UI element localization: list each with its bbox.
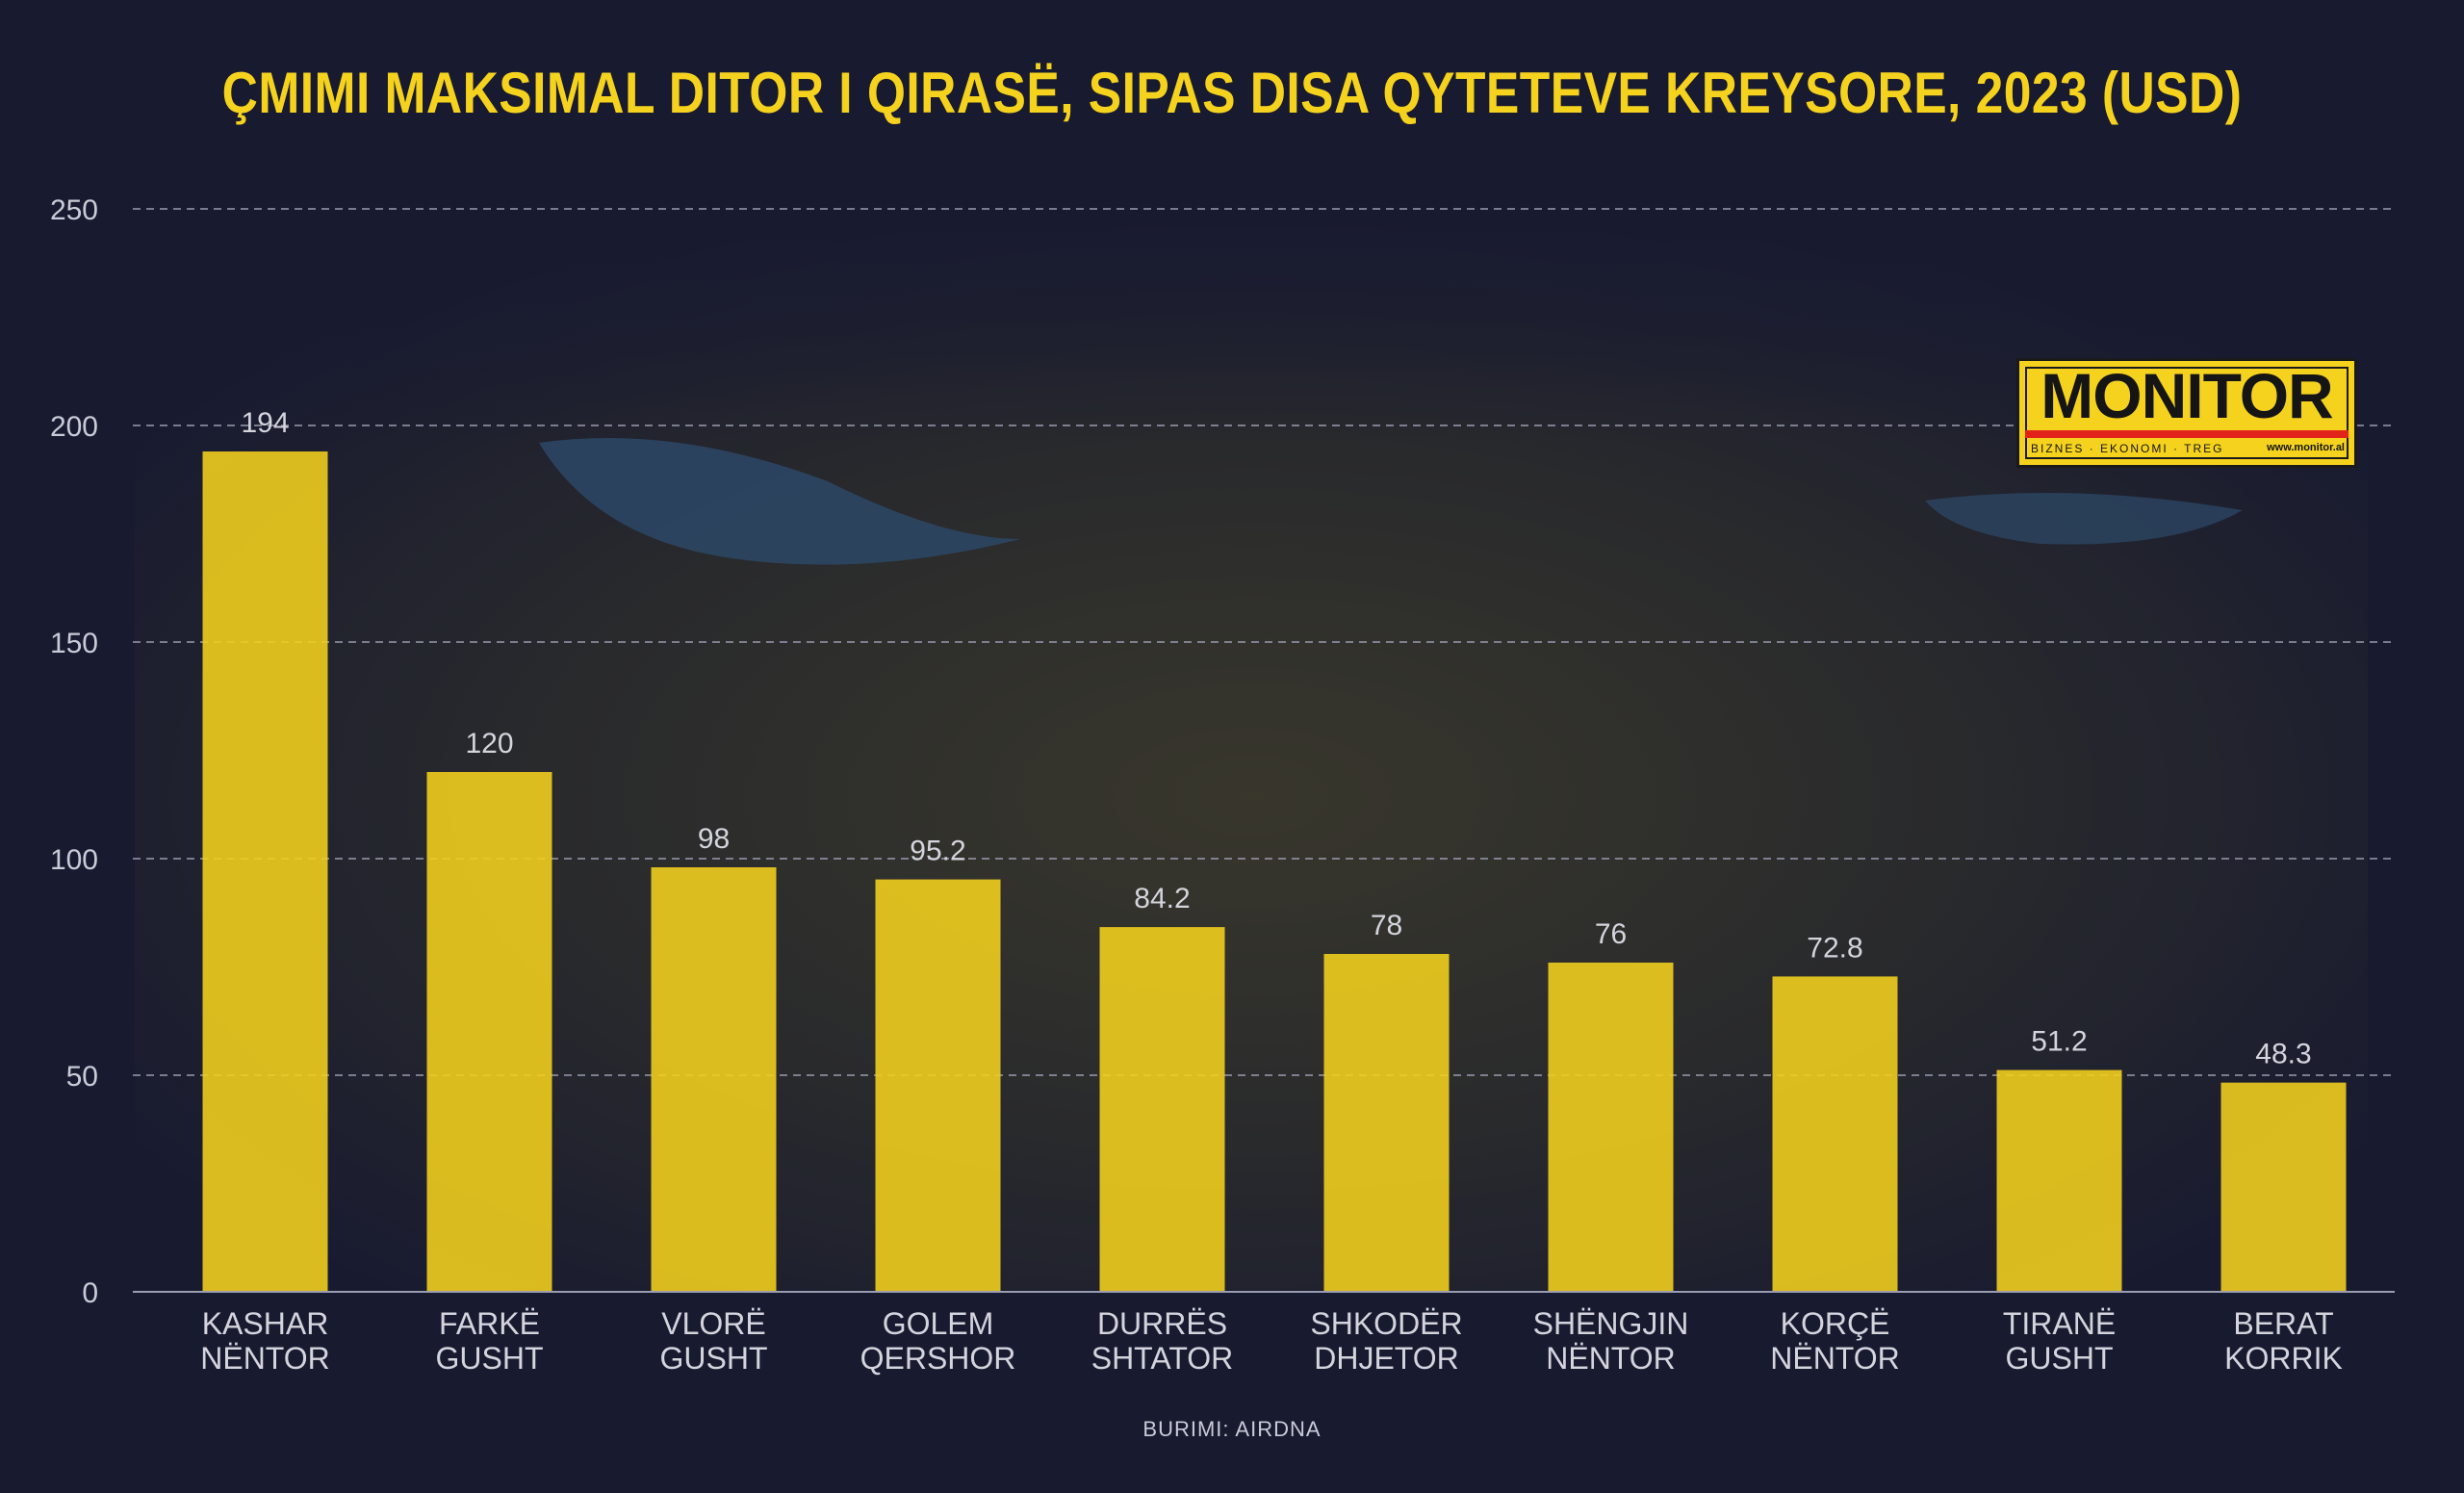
x-tick-label: DHJETOR [1314,1341,1459,1376]
value-label: 72.8 [1807,932,1862,964]
bar-korçë [1772,976,1898,1292]
bar-shëngjin [1548,963,1674,1292]
logo-url: www.monitor.al [2267,442,2345,453]
bar-berat [2220,1082,2347,1292]
x-tick-label: GOLEM [883,1306,994,1341]
value-label: 48.3 [2255,1039,2311,1070]
x-tick-label: VLORË [661,1306,765,1341]
x-tick-label: FARKË [439,1306,540,1341]
value-label: 76 [1595,918,1627,950]
x-tick-label: QERSHOR [860,1341,1016,1376]
y-tick-label: 150 [50,628,98,659]
value-label: 120 [465,728,513,759]
x-tick-label: KASHAR [202,1306,329,1341]
y-axis-ticks: 0 50 100 150 200 250 [50,194,98,1309]
x-tick-label: SHTATOR [1091,1341,1234,1376]
value-label: 84.2 [1134,883,1190,914]
x-tick-label: SHKODËR [1310,1306,1462,1341]
bar-tiranë [1996,1069,2122,1292]
y-tick-label: 200 [50,411,98,443]
bars [202,451,2347,1292]
x-tick-label: KORÇË [1781,1306,1890,1341]
source-note: BURIMI: AIRDNA [1142,1417,1322,1441]
y-tick-label: 50 [66,1061,98,1093]
x-tick-label: TIRANË [2003,1306,2116,1341]
bar-farkë [426,772,552,1292]
value-label: 78 [1371,910,1402,941]
x-tick-label: DURRËS [1097,1306,1227,1341]
x-tick-label: KORRIK [2224,1341,2343,1376]
x-tick-label: SHËNGJIN [1533,1306,1689,1341]
value-label: 194 [241,407,289,439]
logo-tagline: BIZNES · EKONOMI · TREG [2031,442,2224,455]
chart-title: ÇMIMI MAKSIMAL DITOR I QIRASË, SIPAS DIS… [221,61,2243,125]
x-tick-label: GUSHT [2006,1341,2114,1376]
y-tick-label: 250 [50,194,98,226]
x-tick-label: NËNTOR [1770,1341,1900,1376]
x-tick-label: BERAT [2233,1306,2333,1341]
bar-shkodër [1323,954,1450,1292]
value-labels: 194 120 98 95.2 84.2 78 76 72.8 51.2 48.3 [241,407,2311,1070]
y-tick-label: 0 [82,1277,98,1309]
x-tick-label: GUSHT [436,1341,544,1376]
value-label: 51.2 [2031,1026,2087,1058]
value-label: 95.2 [910,836,965,867]
bar-kashar [202,451,328,1292]
bar-durrës [1099,927,1225,1292]
x-axis-labels: KASHARNËNTORFARKËGUSHTVLORËGUSHTGOLEMQER… [200,1306,2343,1376]
bar-golem [875,879,1001,1292]
y-tick-label: 100 [50,844,98,876]
monitor-logo: MONITOR BIZNES · EKONOMI · TREG www.moni… [2016,358,2357,468]
logo-name: MONITOR [2040,360,2333,431]
x-tick-label: NËNTOR [200,1341,330,1376]
x-tick-label: GUSHT [660,1341,768,1376]
x-tick-label: NËNTOR [1546,1341,1676,1376]
value-label: 98 [698,823,730,855]
bar-vlorë [651,867,777,1292]
